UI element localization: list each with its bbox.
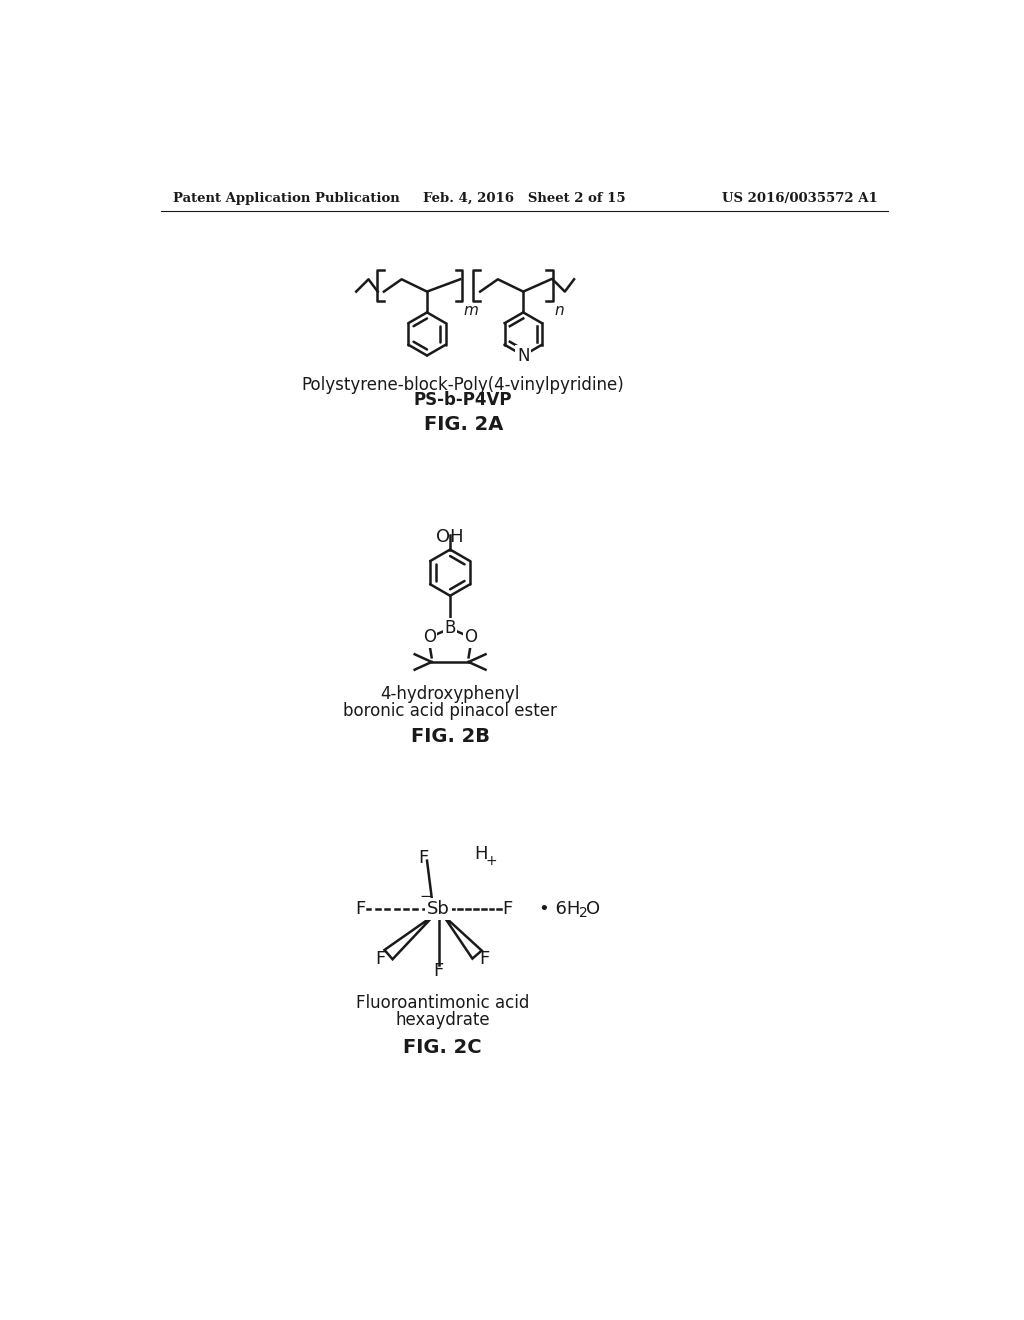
Text: FIG. 2C: FIG. 2C xyxy=(403,1039,481,1057)
Text: • 6H: • 6H xyxy=(539,900,580,919)
Text: Feb. 4, 2016   Sheet 2 of 15: Feb. 4, 2016 Sheet 2 of 15 xyxy=(424,191,626,205)
Text: O: O xyxy=(423,628,436,647)
Text: Patent Application Publication: Patent Application Publication xyxy=(173,191,399,205)
Text: N: N xyxy=(517,347,529,364)
Text: F: F xyxy=(479,950,489,968)
Text: FIG. 2A: FIG. 2A xyxy=(424,416,503,434)
Text: m: m xyxy=(463,304,478,318)
Text: F: F xyxy=(376,950,386,968)
Text: FIG. 2B: FIG. 2B xyxy=(411,727,489,746)
Text: 4-hydroxyphenyl: 4-hydroxyphenyl xyxy=(381,685,520,704)
Text: US 2016/0035572 A1: US 2016/0035572 A1 xyxy=(722,191,878,205)
Text: hexaydrate: hexaydrate xyxy=(395,1011,489,1030)
Text: PS-b-P4VP: PS-b-P4VP xyxy=(414,391,512,409)
Text: F: F xyxy=(418,849,428,866)
Text: +: + xyxy=(485,854,498,869)
Text: F: F xyxy=(355,900,366,919)
Text: Sb: Sb xyxy=(427,900,450,919)
Text: B: B xyxy=(444,619,456,638)
Text: −: − xyxy=(420,890,432,904)
Text: F: F xyxy=(433,962,443,979)
Text: F: F xyxy=(503,900,513,919)
Text: O: O xyxy=(465,628,477,647)
Text: OH: OH xyxy=(436,528,464,546)
Text: O: O xyxy=(587,900,600,919)
Text: 2: 2 xyxy=(579,906,588,920)
Text: n: n xyxy=(554,304,563,318)
Text: H: H xyxy=(474,845,487,863)
Text: boronic acid pinacol ester: boronic acid pinacol ester xyxy=(343,702,557,721)
Text: Polystyrene-block-Poly(4-vinylpyridine): Polystyrene-block-Poly(4-vinylpyridine) xyxy=(302,376,625,393)
Text: Fluoroantimonic acid: Fluoroantimonic acid xyxy=(355,994,529,1012)
